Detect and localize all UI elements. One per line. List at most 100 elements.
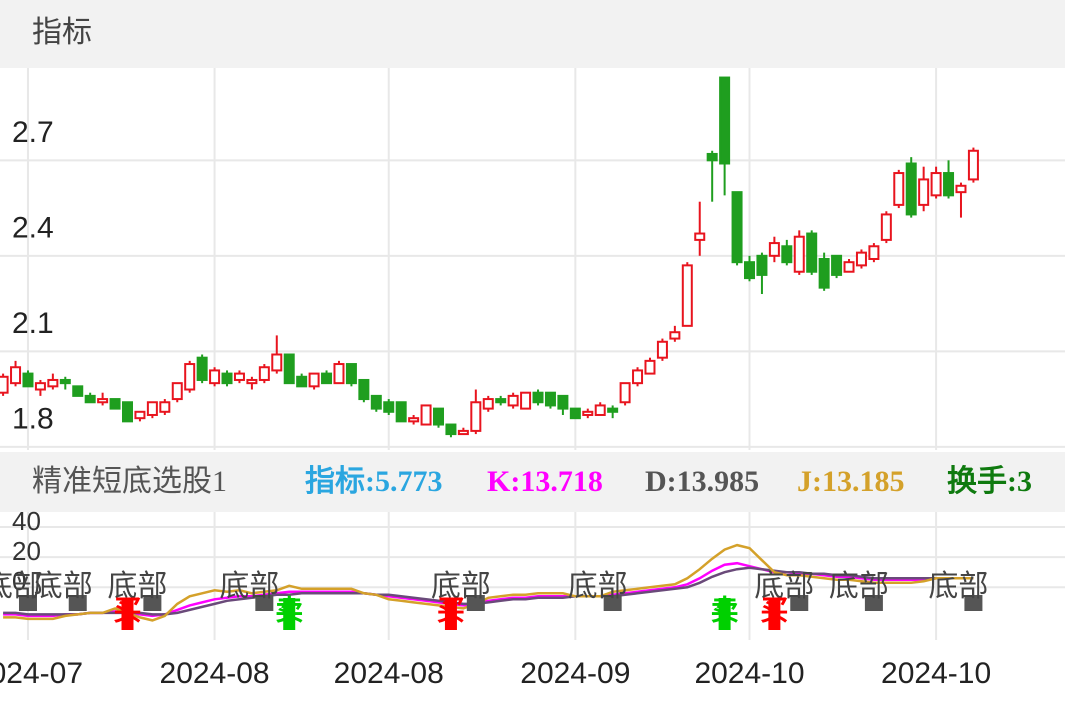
candle-body <box>283 353 295 385</box>
candle-body <box>955 184 967 194</box>
signal-marker <box>121 598 134 630</box>
y-tick-label: 1.8 <box>12 403 54 436</box>
candle-body <box>905 162 917 216</box>
candle-body <box>457 429 469 436</box>
candle-body <box>97 398 109 404</box>
annotation: 底部 <box>568 570 628 603</box>
readout: J:13.185 <box>797 465 905 498</box>
candle-body <box>470 401 482 432</box>
annotation: 底部 <box>107 570 167 603</box>
x-tick-label: 2024-08 <box>160 657 270 690</box>
candle-body <box>756 254 768 276</box>
candle-body <box>184 363 196 391</box>
bottom-marker <box>143 595 162 611</box>
header-title: 指标 <box>32 16 92 49</box>
y-tick-label: 0 <box>12 566 26 596</box>
candle-body <box>607 407 619 413</box>
candle-body <box>520 391 532 410</box>
signal: 卖 <box>275 594 303 625</box>
candle-body <box>395 401 407 423</box>
candle-body <box>321 372 333 385</box>
bottom-marker <box>603 595 622 611</box>
candle-body <box>644 359 656 375</box>
candle-body <box>507 394 519 407</box>
candle-body <box>495 398 507 404</box>
bottom-marker <box>466 595 485 611</box>
annotation: 底部 <box>431 570 491 603</box>
candle-body <box>258 366 270 381</box>
grid <box>0 68 1065 640</box>
candle-body <box>582 410 594 416</box>
bottom-marker <box>68 595 87 611</box>
candle-body <box>159 401 171 413</box>
candle-body <box>768 242 780 257</box>
candle-body <box>967 149 979 181</box>
candle-body <box>744 261 755 280</box>
candle-body <box>806 232 818 273</box>
candle-body <box>706 152 718 162</box>
annotation: 底部 <box>754 570 814 603</box>
y-tick-label: 40 <box>12 506 41 536</box>
candle-body <box>233 372 245 381</box>
candle-body <box>59 378 71 385</box>
candle-body <box>420 404 432 426</box>
candle-body <box>0 375 9 394</box>
x-tick-label: 2024-10 <box>881 657 991 690</box>
candle-body <box>196 356 208 381</box>
candle-body <box>719 76 731 165</box>
candle-body <box>146 401 158 416</box>
candle-body <box>72 385 84 397</box>
annotation: 底部 <box>219 570 279 603</box>
candle-body <box>84 394 96 404</box>
candle-body <box>34 382 46 391</box>
annotation: 底部 <box>829 570 889 603</box>
signal: 卖 <box>711 594 739 625</box>
candle-body <box>731 191 743 264</box>
signal-marker <box>444 598 457 630</box>
signal-marker <box>768 598 781 630</box>
readout: 指标:5.773 <box>305 465 443 498</box>
bottom-marker <box>790 595 809 611</box>
x-tick-label: 2024-07 <box>0 657 83 690</box>
header-bar <box>0 0 1065 68</box>
bottom-marker <box>18 595 37 611</box>
candle-body <box>781 245 793 264</box>
candle-body <box>943 172 955 197</box>
candle-body <box>22 372 34 388</box>
candle-body <box>656 340 668 359</box>
y-tick-label: 2.4 <box>12 212 54 245</box>
candle-body <box>408 417 420 423</box>
candle-body <box>880 213 892 241</box>
bottom-marker <box>864 595 883 611</box>
candle-body <box>632 369 644 385</box>
y-tick-label: 2.1 <box>12 307 54 340</box>
candle-body <box>308 372 320 388</box>
candle-body <box>930 172 942 197</box>
annotation: 底部 <box>928 570 988 603</box>
candle-body <box>569 407 581 420</box>
candle-body <box>669 331 681 340</box>
y-tick-label: 20 <box>12 536 41 566</box>
candle-body <box>209 369 221 385</box>
annotation: 底部 <box>0 570 43 603</box>
candle-body <box>843 261 855 273</box>
candle-body <box>10 366 22 385</box>
candle-body <box>482 398 494 410</box>
candle-body <box>694 232 706 241</box>
y-tick-label: 2.7 <box>12 116 54 149</box>
signal-marker <box>283 598 296 630</box>
candle-body <box>594 404 606 416</box>
labels: 1.8 2.1 2.4 2.7 2024-07 2024-08 2024-08 2024-09… <box>0 116 1032 690</box>
readout: K:13.718 <box>487 465 603 498</box>
candle-body <box>221 372 233 385</box>
bottom-marker <box>255 595 274 611</box>
signal-marker <box>718 598 731 630</box>
candle-body <box>868 245 880 260</box>
candle-body <box>296 375 308 388</box>
indicator-line <box>3 543 974 622</box>
candle-body <box>370 394 382 410</box>
candle-body <box>358 378 370 401</box>
readout: 换手:3 <box>947 465 1032 498</box>
